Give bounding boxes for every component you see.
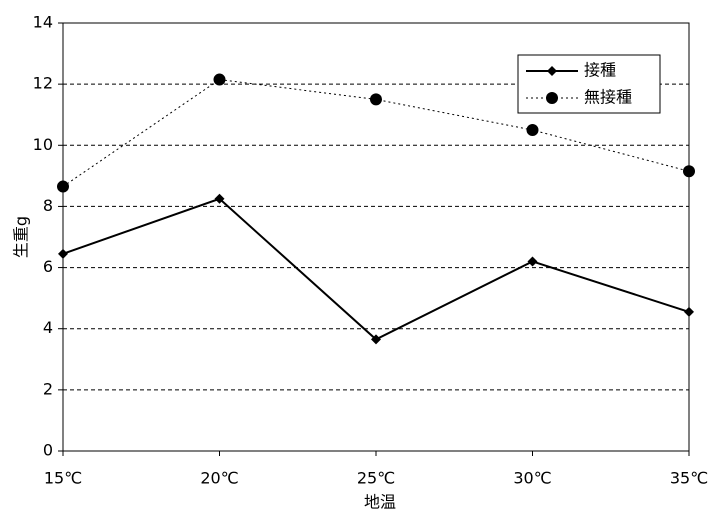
x-tick-label: 25℃ [357,469,395,488]
x-tick-label: 15℃ [44,469,82,488]
data-point [526,124,539,136]
y-tick-label: 0 [43,441,53,460]
legend-box [517,54,661,114]
y-tick-label: 6 [43,257,53,276]
data-point [683,165,695,178]
y-axis-label: 生重g [12,216,31,258]
y-tick-label: 8 [43,196,53,215]
y-tick-label: 10 [33,135,53,154]
y-tick-label: 12 [33,74,53,93]
y-tick-label: 2 [43,379,53,398]
legend-marker [547,66,557,76]
data-point [371,334,381,345]
y-tick-label: 4 [43,318,53,337]
series-line [62,79,690,187]
x-tick-label: 35℃ [670,469,708,488]
data-point [57,180,69,193]
x-tick-label: 30℃ [513,469,551,488]
data-point [370,93,382,106]
x-tick-label: 20℃ [200,469,238,488]
legend-label: 無接種 [584,88,632,107]
data-point [58,248,68,259]
y-tick-label: 14 [33,13,53,32]
x-axis-label: 地温 [364,493,396,512]
data-point [214,193,225,204]
data-point [527,256,538,267]
legend-label: 接種 [584,61,616,80]
legend-marker [546,92,558,104]
data-point [684,306,694,317]
data-point [213,73,226,86]
